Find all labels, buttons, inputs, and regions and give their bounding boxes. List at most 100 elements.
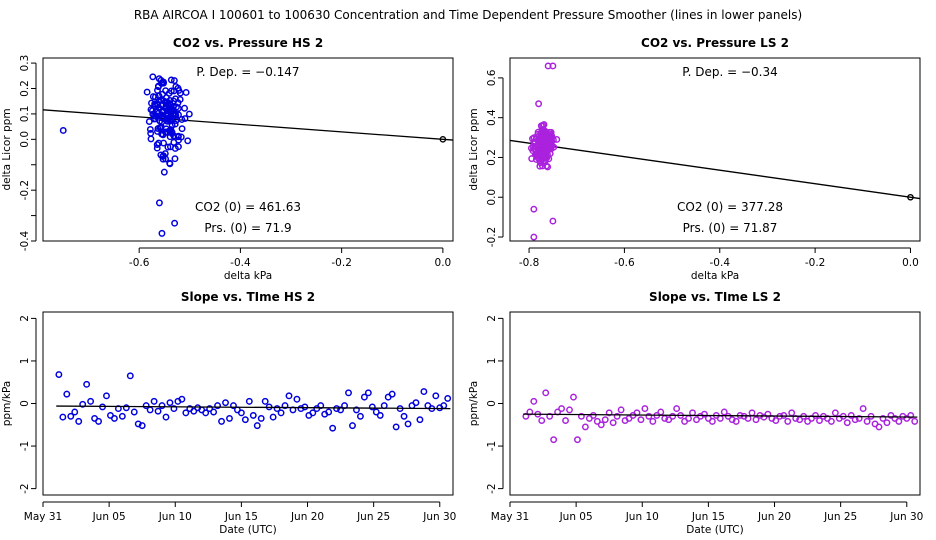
data-point — [325, 408, 333, 416]
y-tick-label: -1 — [19, 441, 31, 451]
y-tick-label: 2 — [19, 315, 31, 322]
data-point — [182, 409, 190, 417]
data-point — [182, 89, 190, 96]
data-point — [388, 390, 396, 398]
data-point — [562, 417, 569, 424]
y-axis-label: delta Licor ppm — [1, 108, 13, 190]
x-tick-label: -0.4 — [710, 257, 731, 269]
data-point — [539, 121, 547, 129]
data-point — [847, 411, 855, 419]
y-tick-label: 0.2 — [19, 80, 31, 97]
data-point — [154, 407, 162, 415]
data-point — [257, 414, 265, 422]
data-point — [162, 155, 170, 163]
data-point — [883, 419, 891, 427]
data-point — [535, 100, 543, 108]
data-point — [59, 413, 67, 421]
data-point — [796, 416, 804, 424]
data-point — [875, 423, 883, 431]
data-point — [158, 229, 166, 237]
data-point — [708, 417, 716, 425]
panel-p2: CO2 vs. Pressure LS 2 -0.8 -0.6 -0.4 -0.2 0.0… — [468, 36, 921, 282]
data-point — [75, 417, 83, 425]
data-point — [879, 414, 887, 422]
co2-zero-label: CO2 (0) = 377.28 — [677, 200, 783, 214]
data-point — [364, 389, 372, 397]
data-point — [700, 410, 708, 418]
data-point — [103, 392, 110, 400]
data-point — [169, 115, 177, 123]
data-point — [637, 416, 645, 424]
data-point — [368, 403, 376, 411]
zero-intercept-point — [907, 193, 914, 201]
data-point — [581, 423, 589, 431]
plot-area — [43, 73, 453, 237]
data-point — [404, 420, 412, 428]
data-point — [412, 399, 420, 407]
data-point — [597, 421, 605, 429]
data-point — [174, 133, 182, 141]
data-point — [549, 217, 557, 225]
data-point — [181, 104, 189, 112]
data-point — [532, 150, 540, 158]
data-point — [167, 76, 175, 84]
data-point — [827, 417, 835, 425]
data-point — [645, 412, 653, 420]
data-point — [831, 409, 839, 417]
data-point — [130, 408, 138, 416]
panel-title: Slope vs. TIme LS 2 — [649, 290, 781, 304]
data-point — [349, 422, 356, 430]
data-point — [285, 392, 293, 400]
data-point — [95, 417, 102, 425]
data-point — [812, 411, 819, 419]
data-point — [166, 159, 174, 167]
data-point — [142, 402, 150, 410]
y-axis-label: delta Licor ppm — [468, 108, 480, 190]
x-tick-label: Jun 20 — [757, 511, 791, 523]
data-point — [163, 128, 171, 136]
data-point — [855, 414, 863, 422]
data-point — [859, 405, 867, 413]
plot-area — [522, 389, 919, 444]
data-point — [170, 405, 178, 413]
data-point — [553, 136, 561, 143]
data-point — [720, 408, 728, 416]
data-point — [356, 412, 364, 420]
data-point — [160, 168, 168, 176]
data-point — [558, 405, 566, 413]
smoother-line — [56, 405, 451, 410]
y-tick-label: 0 — [19, 400, 31, 407]
data-point — [593, 417, 601, 425]
data-point — [176, 89, 184, 97]
data-point — [261, 397, 269, 405]
data-point — [146, 406, 154, 414]
data-point — [151, 102, 159, 109]
data-point — [748, 409, 756, 417]
data-point — [752, 416, 760, 424]
data-point — [154, 127, 161, 135]
data-point — [147, 135, 155, 143]
data-point — [550, 436, 558, 444]
data-point — [110, 414, 118, 422]
x-tick-label: -0.4 — [230, 257, 251, 269]
data-point — [230, 402, 237, 410]
data-point — [87, 397, 95, 405]
data-point — [170, 138, 178, 146]
data-point — [79, 400, 87, 408]
data-point — [143, 88, 151, 96]
data-point — [122, 404, 130, 412]
x-tick-label: -0.6 — [129, 257, 150, 269]
data-point — [784, 417, 792, 425]
data-point — [181, 115, 189, 123]
data-point — [400, 412, 408, 420]
data-point — [177, 133, 185, 141]
data-point — [689, 409, 696, 417]
y-tick-label: 1 — [19, 358, 31, 365]
x-tick-label: Jun 15 — [224, 511, 258, 523]
data-point — [372, 408, 380, 416]
data-point — [150, 397, 158, 405]
x-tick-label: 0.0 — [435, 257, 452, 269]
data-point — [146, 125, 154, 133]
y-tick-label: -2 — [19, 483, 31, 493]
data-point — [171, 219, 179, 227]
